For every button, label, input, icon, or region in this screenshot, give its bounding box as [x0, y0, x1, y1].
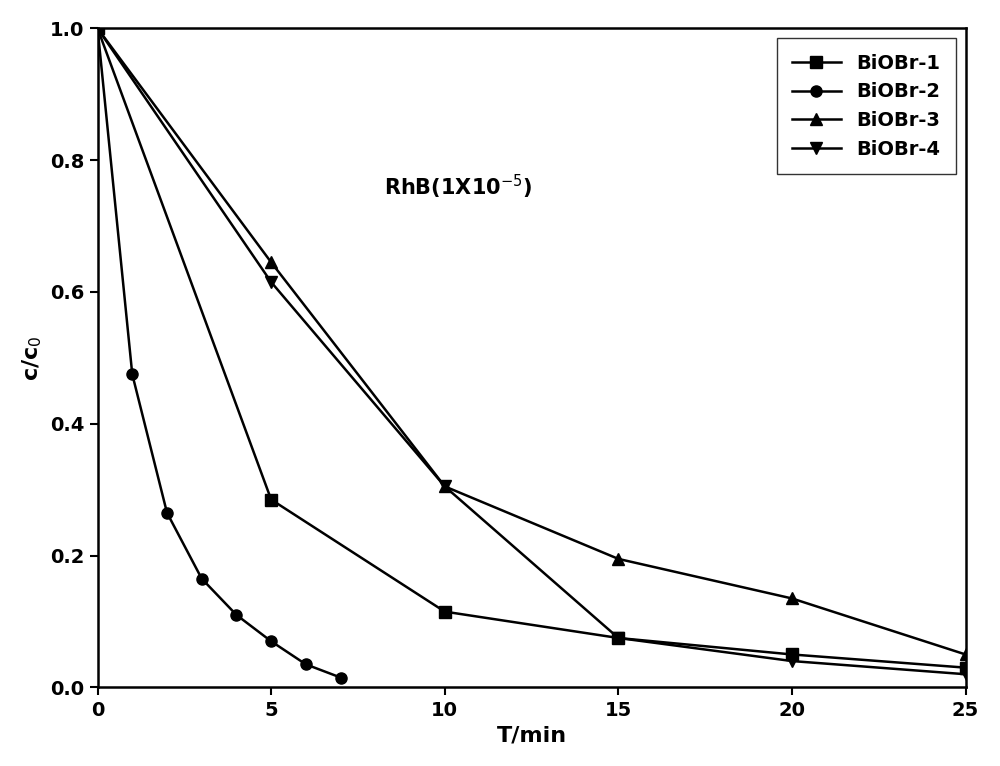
BiOBr-4 [786, 656, 798, 666]
BiOBr-3 [960, 650, 972, 659]
BiOBr-3 [439, 482, 451, 491]
BiOBr-3 [612, 555, 624, 564]
Y-axis label: c/c$_0$: c/c$_0$ [21, 336, 44, 381]
BiOBr-1 [612, 633, 624, 643]
BiOBr-3 [786, 594, 798, 603]
BiOBr-2 [335, 673, 347, 683]
BiOBr-2 [92, 24, 104, 33]
BiOBr-2 [126, 370, 138, 379]
BiOBr-2 [161, 508, 173, 517]
Line: BiOBr-4: BiOBr-4 [92, 23, 971, 679]
BiOBr-4 [265, 277, 277, 286]
Line: BiOBr-1: BiOBr-1 [92, 23, 971, 673]
BiOBr-3 [265, 257, 277, 267]
BiOBr-2 [196, 574, 208, 583]
BiOBr-2 [300, 660, 312, 669]
BiOBr-3 [92, 24, 104, 33]
BiOBr-1 [960, 663, 972, 673]
BiOBr-4 [92, 24, 104, 33]
BiOBr-4 [439, 482, 451, 491]
BiOBr-2 [230, 611, 242, 620]
Line: BiOBr-2: BiOBr-2 [92, 23, 346, 683]
BiOBr-4 [612, 633, 624, 643]
Line: BiOBr-3: BiOBr-3 [92, 23, 971, 660]
X-axis label: T/min: T/min [496, 725, 567, 745]
BiOBr-1 [786, 650, 798, 659]
BiOBr-4 [960, 669, 972, 679]
Legend: BiOBr-1, BiOBr-2, BiOBr-3, BiOBr-4: BiOBr-1, BiOBr-2, BiOBr-3, BiOBr-4 [777, 38, 956, 175]
BiOBr-1 [92, 24, 104, 33]
BiOBr-2 [265, 637, 277, 646]
BiOBr-1 [439, 607, 451, 616]
BiOBr-1 [265, 495, 277, 504]
Text: RhB(1X10$^{-5}$): RhB(1X10$^{-5}$) [384, 172, 532, 201]
